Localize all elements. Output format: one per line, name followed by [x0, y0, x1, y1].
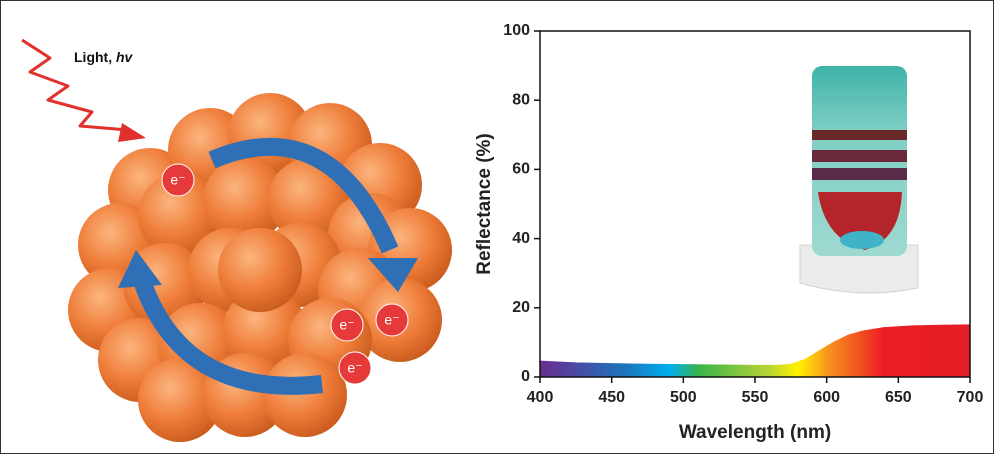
electron	[338, 351, 372, 385]
sphere	[203, 158, 287, 242]
y-tick-label: 100	[503, 22, 530, 39]
chart: Wavelength (nm) Reflectance (%) 0 20 40 60 8…	[474, 22, 983, 443]
band	[812, 130, 907, 140]
x-tick-label: 650	[885, 389, 912, 406]
blue-tip	[840, 231, 884, 249]
electron-label: e⁻	[384, 312, 399, 328]
arrowhead	[118, 250, 162, 288]
light-label: Light, hv	[74, 49, 134, 65]
sphere	[138, 358, 222, 442]
x-tick-label: 550	[742, 389, 769, 406]
x-tick-label: 700	[957, 389, 984, 406]
rotation-arrow	[208, 137, 399, 254]
electrons: e⁻ e⁻ e⁻ e⁻	[161, 163, 409, 385]
light-symbol: hv	[116, 49, 134, 65]
x-tick-label: 500	[670, 389, 697, 406]
sphere	[138, 173, 222, 257]
arrowhead	[368, 258, 418, 292]
sphere	[263, 353, 347, 437]
electron	[161, 163, 195, 197]
light-text: Light,	[74, 49, 112, 65]
area-line	[539, 324, 971, 367]
y-tick-label: 80	[512, 91, 530, 108]
x-axis-title: Wavelength (nm)	[679, 422, 831, 443]
rotation-arrow	[131, 272, 324, 395]
electron	[375, 303, 409, 337]
sphere	[223, 288, 307, 372]
electron-label: e⁻	[170, 172, 185, 188]
y-tick-label: 20	[512, 299, 530, 316]
electron	[330, 308, 364, 342]
y-tick-label: 0	[521, 368, 530, 385]
x-tick-label: 450	[598, 389, 625, 406]
light-wave	[21, 38, 129, 132]
area-fill	[540, 325, 970, 377]
x-tick-label: 600	[813, 389, 840, 406]
light-arrowhead	[118, 123, 146, 142]
sphere	[218, 228, 302, 312]
band	[812, 168, 907, 180]
inset-photo	[799, 66, 919, 294]
band	[812, 150, 907, 162]
x-tick-label: 400	[527, 389, 554, 406]
electron-label: e⁻	[347, 360, 362, 376]
vial-base	[799, 244, 919, 294]
y-axis-title: Reflectance (%)	[474, 133, 495, 275]
y-tick-label: 40	[512, 230, 530, 247]
y-tick-label: 60	[512, 161, 530, 178]
electron-label: e⁻	[339, 317, 354, 333]
